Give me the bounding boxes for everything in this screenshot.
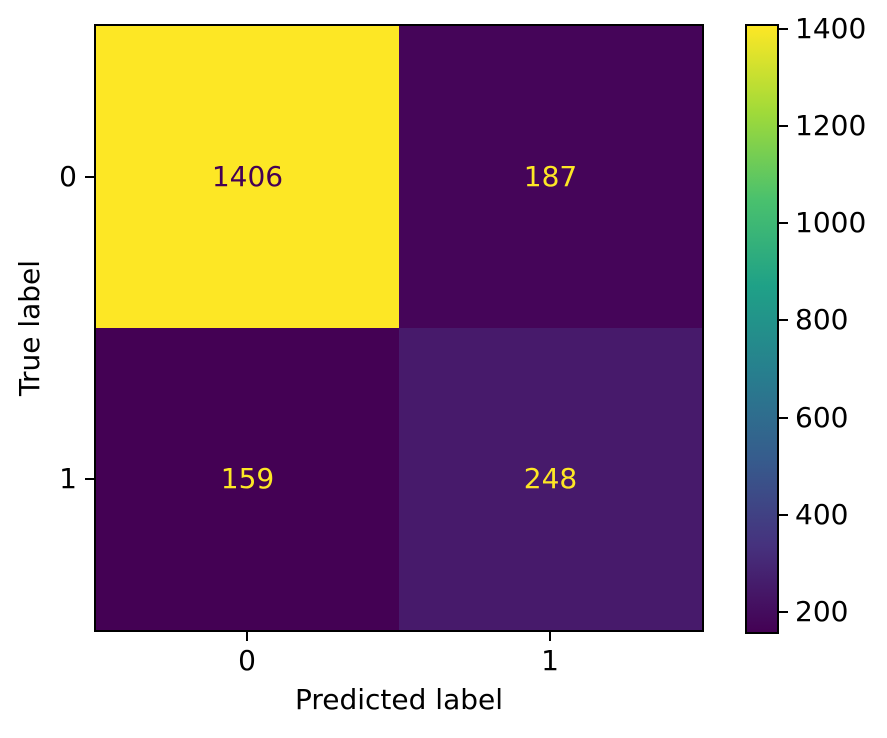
colorbar-tick-mark-800 bbox=[779, 319, 788, 321]
x-axis-label: Predicted label bbox=[294, 683, 504, 716]
matrix-cell-1-1: 248 bbox=[399, 328, 702, 630]
cell-value-0-1: 187 bbox=[523, 160, 578, 193]
colorbar-tick-label-200: 200 bbox=[795, 595, 849, 628]
cell-value-0-0: 1406 bbox=[211, 160, 284, 193]
x-tick-label-0: 0 bbox=[238, 644, 256, 677]
colorbar-tick-mark-200 bbox=[779, 611, 788, 613]
colorbar-tick-label-1000: 1000 bbox=[795, 206, 867, 239]
x-tick-label-1: 1 bbox=[541, 644, 559, 677]
x-tick-mark-0 bbox=[246, 632, 248, 641]
matrix-cell-0-0: 1406 bbox=[96, 26, 399, 328]
colorbar-tick-label-400: 400 bbox=[795, 498, 849, 531]
colorbar-gradient bbox=[747, 26, 777, 632]
colorbar-tick-label-1400: 1400 bbox=[795, 12, 867, 45]
colorbar-tick-mark-600 bbox=[779, 417, 788, 419]
cell-value-1-1: 248 bbox=[523, 462, 578, 495]
plot-area: 1406 187 159 248 bbox=[94, 24, 704, 632]
colorbar-tick-label-800: 800 bbox=[795, 303, 849, 336]
colorbar-tick-mark-1400 bbox=[779, 28, 788, 30]
y-tick-mark-0 bbox=[85, 176, 94, 178]
colorbar-tick-label-1200: 1200 bbox=[795, 109, 867, 142]
colorbar-tick-mark-1000 bbox=[779, 222, 788, 224]
y-axis-label: True label bbox=[13, 259, 46, 397]
matrix-cell-1-0: 159 bbox=[96, 328, 399, 630]
y-tick-label-0: 0 bbox=[59, 160, 77, 193]
y-tick-label-1: 1 bbox=[59, 462, 77, 495]
colorbar-tick-label-600: 600 bbox=[795, 401, 849, 434]
y-tick-mark-1 bbox=[85, 478, 94, 480]
cell-value-1-0: 159 bbox=[220, 462, 275, 495]
colorbar-tick-mark-400 bbox=[779, 514, 788, 516]
colorbar-tick-mark-1200 bbox=[779, 125, 788, 127]
x-tick-mark-1 bbox=[549, 632, 551, 641]
matrix-cell-0-1: 187 bbox=[399, 26, 702, 328]
colorbar bbox=[745, 24, 779, 634]
